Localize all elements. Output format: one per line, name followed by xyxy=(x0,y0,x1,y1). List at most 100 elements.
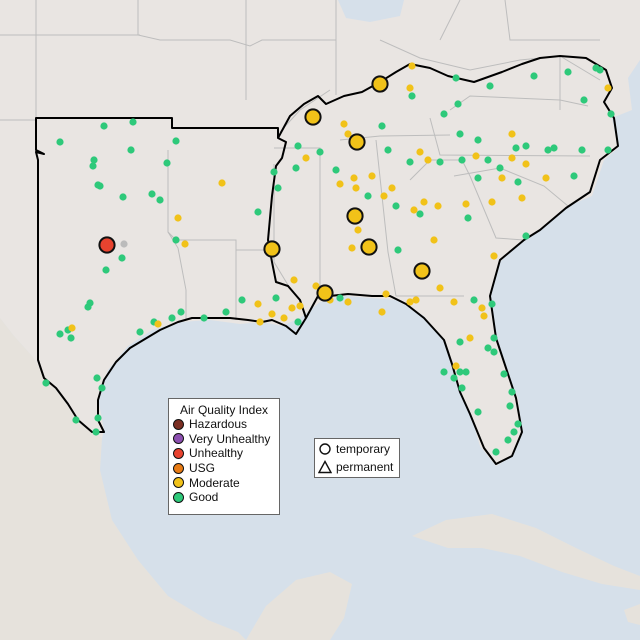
monitor-marker-good[interactable] xyxy=(92,428,100,436)
monitor-marker-moderate[interactable] xyxy=(380,192,388,200)
monitor-marker-good[interactable] xyxy=(254,208,262,216)
monitor-marker-good[interactable] xyxy=(67,334,75,342)
monitor-marker-good[interactable] xyxy=(406,158,414,166)
monitor-marker-good[interactable] xyxy=(102,266,110,274)
monitor-marker-good[interactable] xyxy=(336,294,344,302)
monitor-marker-moderate[interactable] xyxy=(542,174,550,182)
monitor-marker-moderate[interactable] xyxy=(348,244,356,252)
monitor-marker-good[interactable] xyxy=(274,184,282,192)
monitor-marker-moderate[interactable] xyxy=(452,362,460,370)
temporary-monitor-marker-moderate[interactable] xyxy=(360,238,378,256)
monitor-marker-good[interactable] xyxy=(462,368,470,376)
temporary-monitor-marker-unhealthy[interactable] xyxy=(98,236,116,254)
monitor-marker-good[interactable] xyxy=(564,68,572,76)
monitor-marker-good[interactable] xyxy=(378,122,386,130)
monitor-marker-moderate[interactable] xyxy=(466,334,474,342)
monitor-marker-moderate[interactable] xyxy=(508,130,516,138)
monitor-marker-good[interactable] xyxy=(470,296,478,304)
monitor-marker-good[interactable] xyxy=(607,110,615,118)
temporary-monitor-marker-moderate[interactable] xyxy=(263,240,281,258)
monitor-marker-moderate[interactable] xyxy=(420,198,428,206)
monitor-marker-good[interactable] xyxy=(456,130,464,138)
monitor-marker-moderate[interactable] xyxy=(488,198,496,206)
monitor-marker-good[interactable] xyxy=(544,146,552,154)
monitor-marker-good[interactable] xyxy=(522,142,530,150)
monitor-marker-good[interactable] xyxy=(522,232,530,240)
monitor-marker-good[interactable] xyxy=(384,146,392,154)
monitor-marker-moderate[interactable] xyxy=(518,194,526,202)
monitor-marker-good[interactable] xyxy=(96,182,104,190)
monitor-marker-good[interactable] xyxy=(272,294,280,302)
monitor-marker-good[interactable] xyxy=(440,368,448,376)
monitor-marker-moderate[interactable] xyxy=(434,202,442,210)
monitor-marker-good[interactable] xyxy=(177,308,185,316)
monitor-marker-good[interactable] xyxy=(84,303,92,311)
monitor-marker-moderate[interactable] xyxy=(290,276,298,284)
monitor-marker-good[interactable] xyxy=(550,144,558,152)
monitor-marker-good[interactable] xyxy=(294,318,302,326)
monitor-marker-moderate[interactable] xyxy=(268,310,276,318)
monitor-marker-good[interactable] xyxy=(530,72,538,80)
monitor-marker-moderate[interactable] xyxy=(462,200,470,208)
monitor-marker-good[interactable] xyxy=(172,137,180,145)
monitor-marker-good[interactable] xyxy=(392,202,400,210)
monitor-marker-good[interactable] xyxy=(514,178,522,186)
monitor-marker-good[interactable] xyxy=(514,420,522,428)
monitor-marker-good[interactable] xyxy=(512,144,520,152)
monitor-marker-moderate[interactable] xyxy=(181,240,189,248)
monitor-marker-moderate[interactable] xyxy=(408,62,416,70)
monitor-marker-moderate[interactable] xyxy=(410,206,418,214)
monitor-marker-good[interactable] xyxy=(578,146,586,154)
monitor-marker-moderate[interactable] xyxy=(490,252,498,260)
monitor-marker-good[interactable] xyxy=(436,158,444,166)
monitor-marker-good[interactable] xyxy=(484,344,492,352)
monitor-marker-good[interactable] xyxy=(474,136,482,144)
monitor-marker-good[interactable] xyxy=(94,414,102,422)
monitor-marker-moderate[interactable] xyxy=(480,312,488,320)
monitor-marker-good[interactable] xyxy=(93,374,101,382)
monitor-marker-good[interactable] xyxy=(570,172,578,180)
monitor-marker-moderate[interactable] xyxy=(382,290,390,298)
monitor-marker-good[interactable] xyxy=(474,408,482,416)
monitor-marker-moderate[interactable] xyxy=(406,298,414,306)
monitor-marker-good[interactable] xyxy=(270,168,278,176)
monitor-marker-good[interactable] xyxy=(292,164,300,172)
monitor-marker-moderate[interactable] xyxy=(312,282,320,290)
monitor-marker-moderate[interactable] xyxy=(450,298,458,306)
monitor-marker-moderate[interactable] xyxy=(340,120,348,128)
monitor-marker-moderate[interactable] xyxy=(478,304,486,312)
monitor-marker-moderate[interactable] xyxy=(154,320,162,328)
monitor-marker-moderate[interactable] xyxy=(354,226,362,234)
monitor-marker-good[interactable] xyxy=(454,100,462,108)
temporary-monitor-marker-moderate[interactable] xyxy=(346,207,364,225)
monitor-marker-moderate[interactable] xyxy=(406,84,414,92)
monitor-marker-good[interactable] xyxy=(496,164,504,172)
monitor-marker-moderate[interactable] xyxy=(430,236,438,244)
monitor-marker-good[interactable] xyxy=(456,368,464,376)
monitor-marker-good[interactable] xyxy=(56,330,64,338)
monitor-marker-good[interactable] xyxy=(364,192,372,200)
monitor-marker-good[interactable] xyxy=(89,162,97,170)
monitor-marker-moderate[interactable] xyxy=(368,172,376,180)
monitor-marker-moderate[interactable] xyxy=(280,314,288,322)
monitor-marker-moderate[interactable] xyxy=(218,179,226,187)
monitor-marker-good[interactable] xyxy=(200,314,208,322)
temporary-monitor-marker-moderate[interactable] xyxy=(304,108,322,126)
monitor-marker-moderate[interactable] xyxy=(336,180,344,188)
monitor-marker-good[interactable] xyxy=(148,190,156,198)
monitor-marker-moderate[interactable] xyxy=(350,174,358,182)
monitor-marker-good[interactable] xyxy=(222,308,230,316)
monitor-marker-good[interactable] xyxy=(100,122,108,130)
monitor-marker-good[interactable] xyxy=(127,146,135,154)
monitor-marker-moderate[interactable] xyxy=(416,148,424,156)
monitor-marker-moderate[interactable] xyxy=(68,324,76,332)
monitor-marker-good[interactable] xyxy=(238,296,246,304)
monitor-marker-good[interactable] xyxy=(119,193,127,201)
monitor-marker-good[interactable] xyxy=(458,156,466,164)
monitor-marker-good[interactable] xyxy=(474,174,482,182)
monitor-marker-good[interactable] xyxy=(596,66,604,74)
monitor-marker-good[interactable] xyxy=(168,314,176,322)
monitor-marker-good[interactable] xyxy=(408,92,416,100)
monitor-marker-moderate[interactable] xyxy=(378,308,386,316)
